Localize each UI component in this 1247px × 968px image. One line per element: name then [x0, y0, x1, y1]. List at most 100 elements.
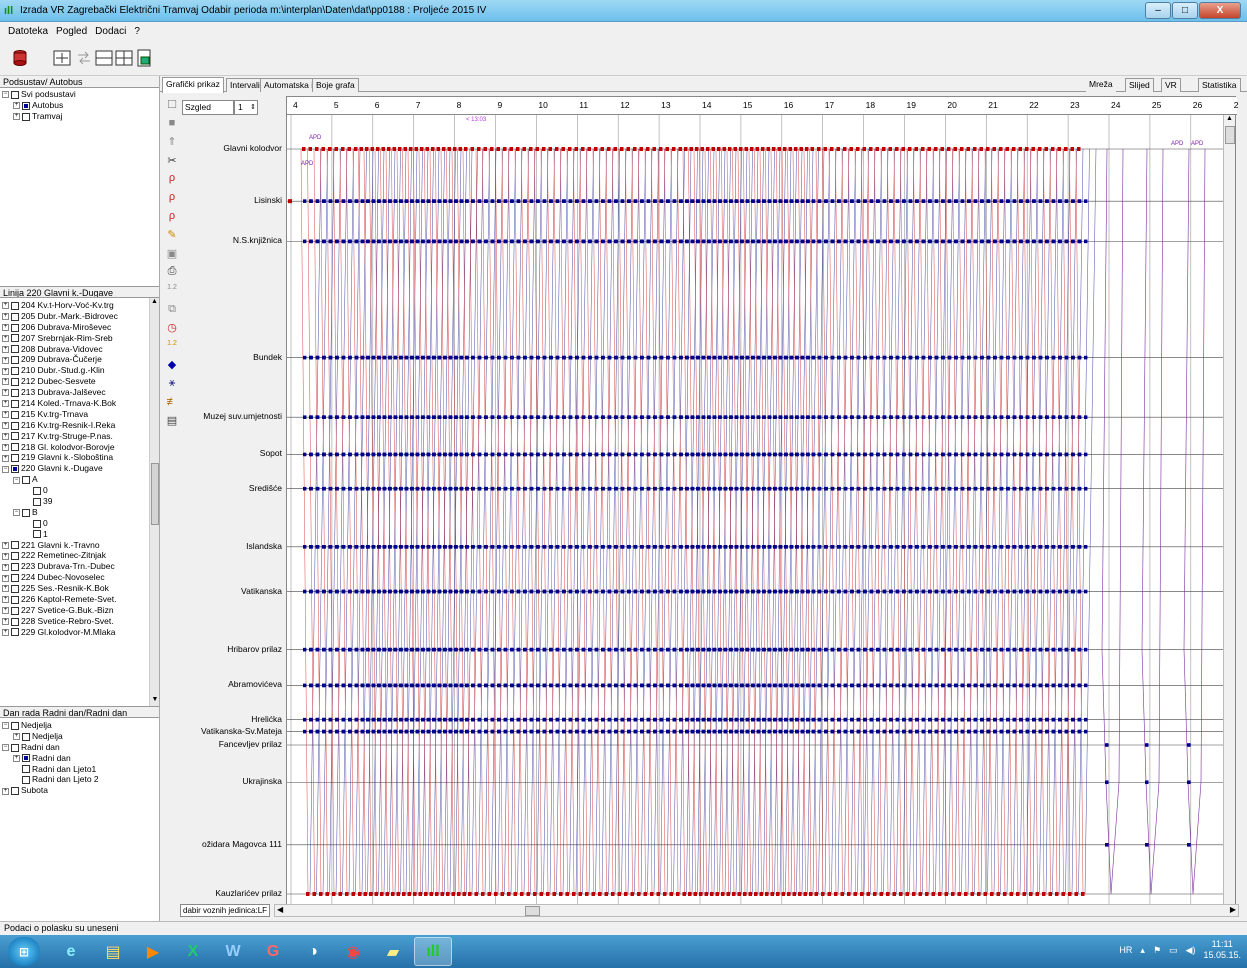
- graph-scrollbar-h[interactable]: ◀ ▶: [274, 904, 1239, 917]
- print-icon[interactable]: ⎙: [167, 265, 177, 278]
- expander-icon[interactable]: +: [2, 378, 9, 386]
- expander-icon[interactable]: +: [13, 754, 20, 762]
- volume-icon[interactable]: ◀): [1185, 944, 1196, 955]
- expander-icon[interactable]: +: [13, 102, 20, 110]
- h-scroll-thumb[interactable]: [525, 906, 540, 916]
- tree-item[interactable]: +218 Gl. kolodvor-Borovje: [0, 442, 159, 453]
- expander-icon[interactable]: +: [2, 389, 9, 397]
- expander-icon[interactable]: +: [2, 443, 9, 451]
- compare-icon[interactable]: ≢: [166, 395, 178, 408]
- tree-checkbox[interactable]: [33, 519, 41, 528]
- flag-icon[interactable]: ⚑: [1152, 944, 1162, 955]
- align-icon[interactable]: ▤: [166, 415, 178, 428]
- database-icon[interactable]: [10, 48, 30, 68]
- expander-icon[interactable]: +: [2, 324, 9, 332]
- graph-scroll-thumb[interactable]: [1225, 126, 1235, 144]
- tree-checkbox[interactable]: [11, 465, 19, 474]
- tree-checkbox[interactable]: [11, 628, 19, 637]
- tree-item[interactable]: +212 Dubec-Sesvete: [0, 376, 159, 387]
- tree-checkbox[interactable]: [22, 476, 30, 484]
- word-icon[interactable]: W: [225, 942, 241, 960]
- statistika-button[interactable]: Statistika: [1198, 78, 1241, 92]
- tree-checkbox[interactable]: [22, 732, 30, 741]
- tree-checkbox[interactable]: [22, 101, 30, 110]
- expander-icon[interactable]: −: [13, 476, 20, 484]
- tree-item[interactable]: +217 Kv.trg-Struge-P.nas.: [0, 431, 159, 442]
- ie-icon[interactable]: e: [66, 942, 76, 960]
- tree-item[interactable]: +208 Dubrava-Vidovec: [0, 344, 159, 355]
- expander-icon[interactable]: +: [2, 552, 9, 560]
- monitor-icon[interactable]: ▭: [1169, 944, 1178, 955]
- mreza-button[interactable]: Mreža: [1086, 78, 1116, 92]
- tree-item[interactable]: +205 Dubr.-Mark.-Bidrovec: [0, 311, 159, 322]
- tree-checkbox[interactable]: [11, 410, 19, 419]
- zoom-icon[interactable]: ρ: [168, 172, 176, 185]
- tree-checkbox[interactable]: [11, 432, 19, 441]
- tree-item[interactable]: − Nedjelja: [0, 720, 159, 731]
- slijed-button[interactable]: Slijed: [1125, 78, 1154, 92]
- layout-icon[interactable]: [94, 48, 114, 68]
- tree-checkbox[interactable]: [33, 530, 41, 539]
- media-icon[interactable]: ▶: [146, 943, 160, 961]
- tree-checkbox[interactable]: [11, 454, 19, 463]
- tree-item[interactable]: − B: [0, 507, 159, 518]
- tree-checkbox[interactable]: [11, 584, 19, 593]
- expander-icon[interactable]: +: [2, 628, 9, 636]
- tab-graficki-prikaz[interactable]: Grafički prikaz: [162, 77, 224, 93]
- menu-help[interactable]: ?: [134, 25, 140, 37]
- maximize-button[interactable]: □: [1172, 2, 1198, 19]
- tree-item[interactable]: +219 Glavni k.-Sloboština: [0, 452, 159, 463]
- tree-item[interactable]: +227 Svetice-G.Buk.-Bizn: [0, 605, 159, 616]
- tree-item[interactable]: +213 Dubrava-Jalševec: [0, 387, 159, 398]
- tree-checkbox[interactable]: [11, 356, 19, 365]
- tree-item[interactable]: +229 Gl.kolodvor-M.Mlaka: [0, 627, 159, 638]
- tree-checkbox[interactable]: [11, 345, 19, 354]
- tree-checkbox[interactable]: [11, 443, 19, 452]
- tree-item[interactable]: 0: [0, 485, 159, 496]
- menu-datoteka[interactable]: Datoteka: [8, 25, 49, 37]
- tree-checkbox[interactable]: [11, 312, 19, 321]
- expander-icon[interactable]: +: [2, 618, 9, 626]
- spin-icon[interactable]: ⇕: [250, 104, 256, 111]
- expander-icon[interactable]: +: [2, 422, 9, 430]
- expander-icon[interactable]: +: [2, 541, 9, 549]
- zoom-out-icon[interactable]: ρ: [168, 209, 176, 222]
- tree-item[interactable]: +210 Dubr.-Stud.g.-Klin: [0, 365, 159, 376]
- tree-item[interactable]: +224 Dubec-Novoselec: [0, 572, 159, 583]
- tab-intervali[interactable]: Intervali: [226, 78, 264, 92]
- expander-icon[interactable]: +: [2, 596, 9, 604]
- tree-item[interactable]: + Radni dan: [0, 753, 159, 764]
- chart-icon[interactable]: ⚹: [168, 376, 176, 389]
- expander-icon[interactable]: +: [2, 356, 9, 364]
- expander-icon[interactable]: +: [2, 345, 9, 353]
- tree-checkbox[interactable]: [11, 323, 19, 332]
- tree-checkbox[interactable]: [11, 301, 19, 310]
- line-tree-scrollbar[interactable]: ▲ ▼: [149, 298, 159, 706]
- tree-item[interactable]: +204 Kv.t-Horv-Voć-Kv.trg: [0, 300, 159, 311]
- tree-checkbox[interactable]: [11, 606, 19, 615]
- tree-item[interactable]: 0: [0, 518, 159, 529]
- expander-icon[interactable]: −: [13, 509, 20, 517]
- expander-icon[interactable]: +: [2, 334, 9, 342]
- expander-icon[interactable]: −: [2, 465, 9, 473]
- start-button[interactable]: ⊞: [8, 937, 40, 966]
- expander-icon[interactable]: +: [2, 367, 9, 375]
- clock[interactable]: 11:11 15.05.15.: [1203, 939, 1241, 961]
- document-excel-icon[interactable]: [134, 48, 154, 68]
- renumber-icon[interactable]: 1.2: [167, 283, 177, 291]
- scroll-left-arrow[interactable]: ◀: [277, 905, 284, 914]
- tree-item[interactable]: +207 Srebrnjak-Rim-Sreb: [0, 333, 159, 344]
- scroll-up-arrow[interactable]: ▲: [151, 298, 158, 305]
- network-icon[interactable]: ◑: [308, 942, 318, 960]
- izrada-vr-task-icon[interactable]: ıll: [414, 937, 452, 966]
- tree-checkbox[interactable]: [11, 552, 19, 561]
- tree-checkbox[interactable]: [11, 90, 19, 99]
- tree-item[interactable]: 1: [0, 529, 159, 540]
- view-select[interactable]: Szgled: [182, 100, 234, 115]
- tree-item[interactable]: +221 Glavni k.-Travno: [0, 540, 159, 551]
- numbers-icon[interactable]: 1.2: [167, 339, 177, 347]
- expander-icon[interactable]: −: [2, 744, 9, 752]
- graph-scrollbar-v[interactable]: ▲: [1223, 115, 1235, 910]
- tree-checkbox[interactable]: [22, 112, 30, 121]
- tree-checkbox[interactable]: [22, 754, 30, 763]
